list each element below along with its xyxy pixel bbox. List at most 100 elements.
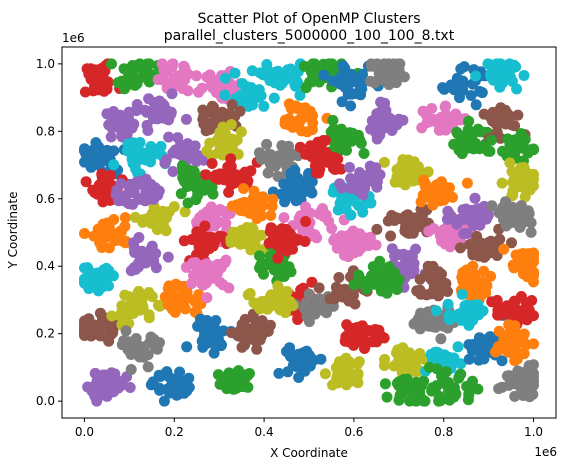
scatter-point <box>269 66 281 78</box>
scatter-point <box>101 83 113 95</box>
scatter-point <box>518 70 530 81</box>
scatter-point <box>174 375 186 386</box>
scatter-point <box>512 109 524 121</box>
scatter-point <box>358 279 370 291</box>
scatter-point <box>477 284 489 296</box>
scatter-point <box>198 113 210 125</box>
scatter-point <box>219 89 231 101</box>
scatter-point <box>229 67 241 79</box>
scatter-point <box>163 131 175 143</box>
scatter-point <box>422 166 434 178</box>
scatter-point <box>232 229 244 241</box>
scatter-point <box>229 177 241 189</box>
scatter-point <box>158 395 170 407</box>
scatter-point <box>106 367 118 379</box>
scatter-point <box>200 270 212 282</box>
scatter-point <box>378 156 390 168</box>
scatter-point <box>371 117 383 129</box>
scatter-point <box>509 390 521 402</box>
scatter-point <box>309 229 321 241</box>
scatter-point <box>405 268 417 280</box>
scatter-point <box>134 351 146 363</box>
scatter-point <box>389 60 401 72</box>
scatter-point <box>473 354 485 366</box>
scatter-point <box>350 88 362 99</box>
scatter-point <box>180 261 192 273</box>
scatter-point <box>398 71 410 83</box>
scatter-point <box>197 230 209 242</box>
scatter-point <box>158 65 170 77</box>
scatter-point <box>434 268 446 280</box>
scatter-point <box>528 144 539 156</box>
scatter-point <box>490 112 502 124</box>
scatter-point <box>151 224 163 236</box>
scatter-point <box>168 382 180 393</box>
scatter-point <box>206 76 218 88</box>
scatter-point <box>429 315 440 327</box>
scatter-point <box>183 372 195 384</box>
scatter-point <box>283 140 294 152</box>
scatter-point <box>273 367 285 379</box>
scatter-point <box>367 273 378 285</box>
scatter-point <box>86 385 98 397</box>
scatter-point <box>84 319 95 331</box>
scatter-point <box>220 128 232 140</box>
scatter-point <box>80 176 92 188</box>
scatter-point <box>482 145 494 157</box>
scatter-point <box>461 228 473 239</box>
scatter-point <box>266 200 278 212</box>
scatter-point <box>465 90 477 101</box>
scatter-point <box>312 136 324 148</box>
chart-subtitle: parallel_clusters_5000000_100_100_8.txt <box>164 28 455 44</box>
scatter-point <box>96 242 108 253</box>
scatter-point <box>355 137 367 149</box>
scatter-point <box>130 105 142 117</box>
y-tick-label: 0.4 <box>36 259 55 273</box>
scatter-point <box>241 203 252 215</box>
scatter-point <box>188 270 199 281</box>
scatter-point <box>349 241 361 253</box>
scatter-point <box>205 201 217 213</box>
scatter-point <box>293 372 305 383</box>
scatter-point <box>204 137 216 149</box>
scatter-point <box>255 259 267 271</box>
scatter-point <box>293 175 305 187</box>
scatter-point <box>225 160 237 171</box>
scatter-point <box>414 348 426 359</box>
scatter-point <box>512 176 523 188</box>
scatter-point <box>117 235 129 247</box>
scatter-point <box>94 382 106 394</box>
scatter-point <box>456 288 468 300</box>
scatter-point <box>393 113 405 125</box>
scatter-point <box>225 236 237 248</box>
scatter-point <box>445 210 457 222</box>
scatter-point <box>209 220 220 232</box>
scatter-point <box>485 134 497 146</box>
scatter-point <box>463 115 475 127</box>
scatter-point <box>110 378 122 390</box>
scatter-point <box>440 278 452 290</box>
x-tick-label: 0.4 <box>255 425 274 439</box>
scatter-point <box>210 315 222 326</box>
scatter-point <box>340 352 352 364</box>
scatter-point <box>242 323 254 335</box>
scatter-point <box>103 335 115 347</box>
scatter-point <box>143 309 155 321</box>
scatter-point <box>422 260 434 272</box>
scatter-point <box>326 58 338 70</box>
scatter-point <box>456 214 468 226</box>
scatter-point <box>178 300 190 312</box>
scatter-point <box>197 104 209 116</box>
scatter-point <box>417 189 429 201</box>
scatter-point <box>92 188 103 200</box>
scatter-point <box>427 353 439 365</box>
scatter-point <box>190 70 202 82</box>
scatter-point <box>143 337 155 349</box>
scatter-point <box>469 192 481 204</box>
scatter-point <box>464 141 476 153</box>
scatter-point <box>92 267 104 279</box>
scatter-point <box>480 213 492 225</box>
scatter-point <box>344 161 355 173</box>
x-tick-label: 0.2 <box>165 425 184 439</box>
scatter-point <box>200 169 212 181</box>
